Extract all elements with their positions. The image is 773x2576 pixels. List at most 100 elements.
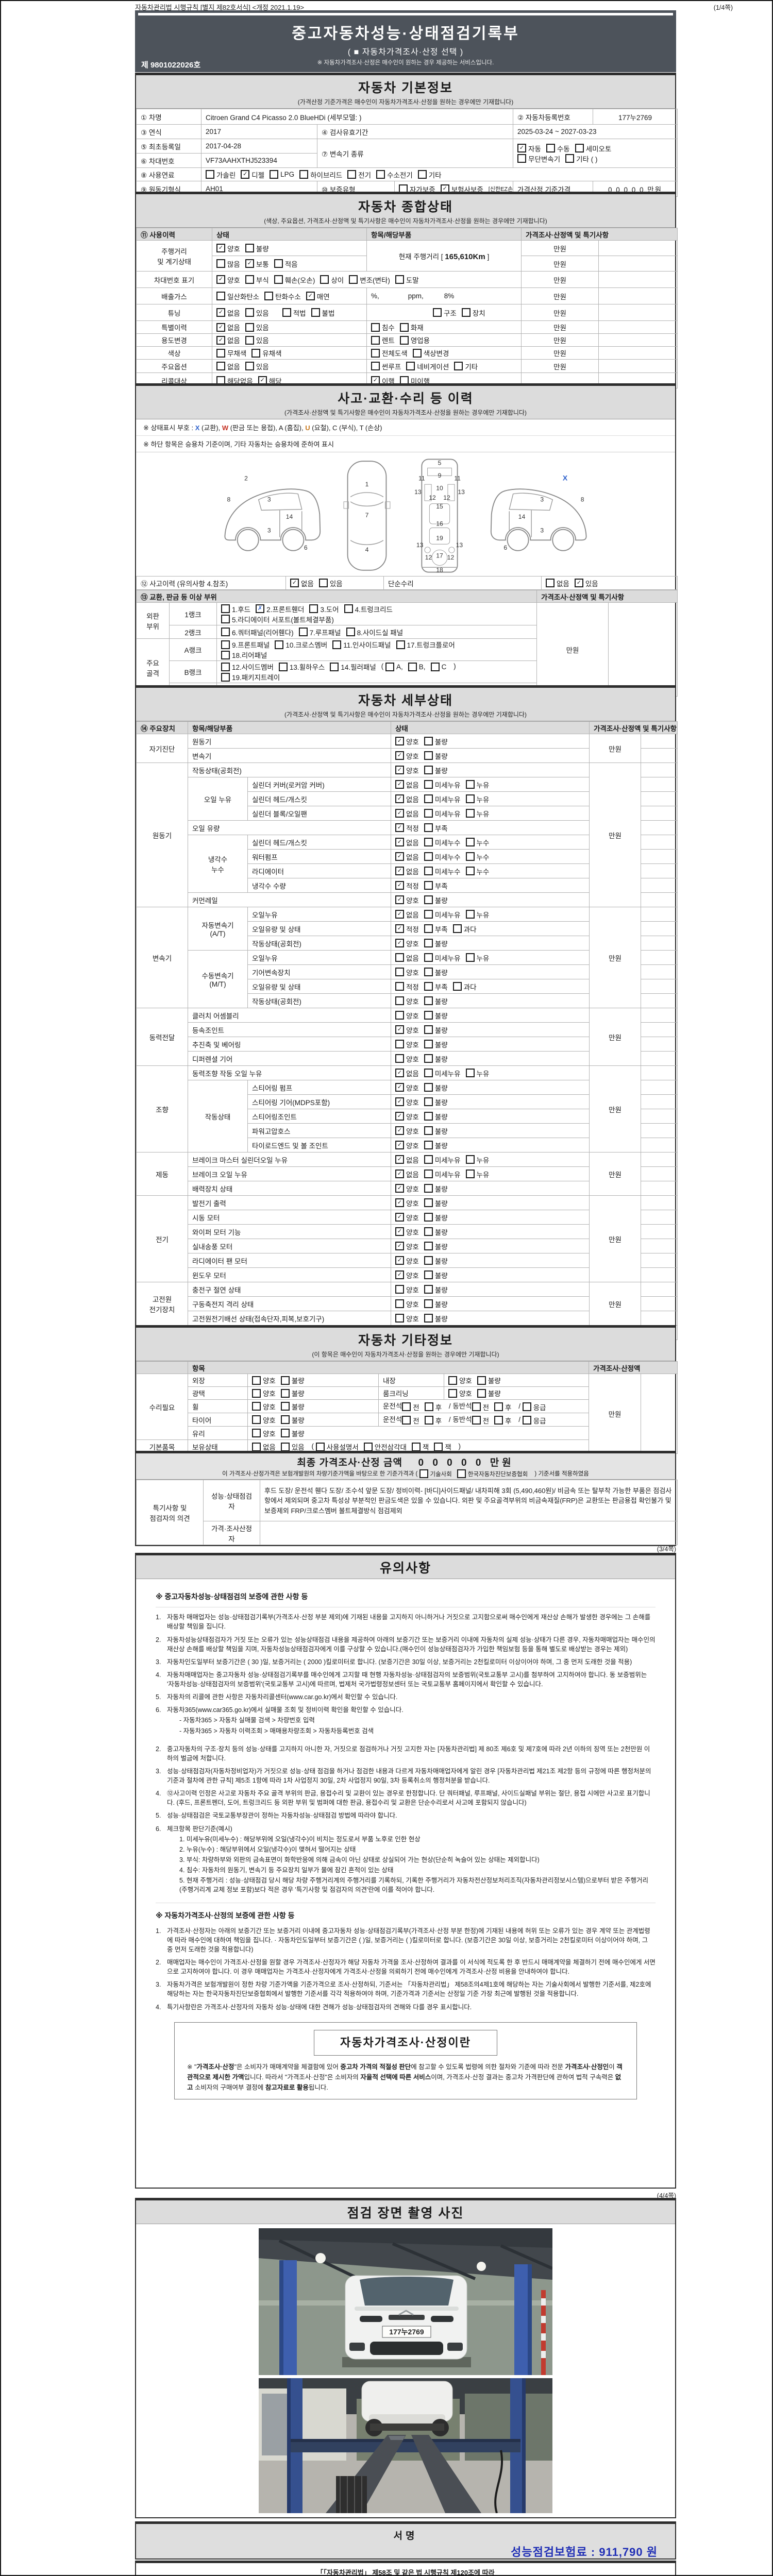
checkbox-box[interactable]: ✓ (216, 275, 225, 284)
checkbox-box[interactable] (465, 838, 475, 846)
checkbox[interactable]: ✓없음 (216, 335, 240, 345)
checkbox[interactable]: ✓없음 (395, 909, 419, 920)
checkbox[interactable]: 무단변속기 (517, 154, 560, 164)
checkbox[interactable]: 양호 (252, 1401, 276, 1412)
checkbox[interactable]: 14.필러패널 (330, 662, 376, 672)
checkbox-box[interactable]: ✓ (395, 823, 404, 832)
checkbox-box[interactable]: ✓ (517, 144, 527, 152)
checkbox[interactable]: 미세누유 (424, 794, 461, 804)
checkbox-box[interactable] (424, 939, 433, 947)
checkbox-box[interactable] (395, 996, 404, 1005)
checkbox-box[interactable] (385, 662, 395, 671)
checkbox-box[interactable] (395, 1054, 404, 1063)
checkbox-box[interactable] (280, 1442, 290, 1451)
checkbox[interactable]: 불량 (424, 1256, 448, 1266)
checkbox[interactable]: 불법 (311, 308, 334, 318)
checkbox-box[interactable]: ✓ (395, 852, 404, 861)
checkbox-box[interactable] (216, 292, 225, 300)
checkbox[interactable]: 색상변경 (412, 348, 449, 358)
checkbox[interactable]: 미세누수 (424, 837, 461, 848)
checkbox[interactable]: 17.트렁크플로어 (396, 639, 455, 650)
checkbox[interactable]: 5.라디에이터 서포트(볼트체결부품) (221, 614, 334, 624)
checkbox-box[interactable]: ✓ (245, 259, 254, 268)
checkbox-box[interactable] (298, 628, 308, 636)
checkbox-box[interactable] (245, 308, 254, 317)
checkbox[interactable]: 1.후드 (221, 604, 250, 614)
checkbox-box[interactable] (424, 1416, 433, 1425)
checkbox-box[interactable] (206, 170, 214, 179)
checkbox[interactable]: 전기 (347, 170, 371, 180)
checkbox[interactable]: 과다 (452, 924, 477, 934)
checkbox[interactable]: 응급 (522, 1402, 546, 1412)
checkbox-box[interactable] (424, 766, 433, 774)
checkbox-box[interactable] (412, 348, 422, 358)
checkbox-box[interactable] (245, 362, 254, 370)
checkbox-box[interactable] (221, 672, 230, 682)
checkbox[interactable]: 양호 (448, 1388, 472, 1398)
checkbox[interactable]: ✓없음 (395, 779, 419, 790)
checkbox-box[interactable] (575, 144, 584, 152)
checkbox[interactable]: 누유 (465, 1068, 489, 1078)
checkbox[interactable]: 기타 (417, 170, 442, 180)
checkbox-box[interactable]: ✓ (395, 867, 404, 875)
checkbox[interactable]: 불량 (424, 1097, 448, 1107)
checkbox[interactable]: 사용설명서 (315, 1442, 359, 1452)
checkbox-box[interactable] (252, 1442, 261, 1451)
checkbox-box[interactable] (424, 852, 433, 861)
checkbox[interactable]: 한국자동차진단보증협회 (457, 1469, 528, 1479)
checkbox[interactable]: 전체도색 (371, 348, 408, 358)
checkbox-box[interactable] (424, 1402, 433, 1412)
checkbox[interactable]: 미세누유 (424, 909, 461, 920)
checkbox-box[interactable]: ✓ (395, 1025, 404, 1034)
checkbox[interactable]: 누유 (465, 1169, 489, 1179)
checkbox[interactable]: ✓없음 (395, 1155, 419, 1165)
checkbox-box[interactable]: ✓ (395, 1270, 404, 1279)
checkbox[interactable]: 미세누수 (424, 852, 461, 862)
checkbox-box[interactable] (465, 1170, 475, 1178)
checkbox[interactable]: 불량 (424, 1183, 448, 1194)
checkbox[interactable]: 미세누유 (424, 1068, 461, 1078)
checkbox-box[interactable] (221, 615, 230, 623)
checkbox[interactable]: 기타 ( ) (565, 154, 597, 164)
checkbox-box[interactable]: ✓ (395, 1141, 404, 1149)
checkbox-box[interactable] (280, 1388, 290, 1398)
checkbox[interactable]: 없음 (216, 361, 240, 371)
checkbox-box[interactable] (424, 1299, 433, 1308)
checkbox-box[interactable]: ✓ (395, 895, 404, 904)
checkbox-box[interactable] (517, 154, 527, 163)
checkbox[interactable]: 불량 (424, 1054, 448, 1064)
checkbox[interactable]: 화재 (399, 322, 424, 332)
checkbox[interactable]: 불량 (424, 1025, 448, 1035)
checkbox[interactable]: 잭 (411, 1442, 429, 1452)
checkbox[interactable]: ✓ 양호 (395, 1212, 419, 1223)
checkbox-box[interactable] (424, 1155, 433, 1164)
checkbox[interactable]: ✓ 이행 (371, 376, 395, 386)
checkbox-box[interactable] (330, 662, 339, 671)
checkbox-box[interactable] (424, 1054, 433, 1063)
checkbox[interactable]: ✓없음 (395, 866, 419, 876)
checkbox[interactable]: 기타 (454, 361, 478, 371)
checkbox-box[interactable]: ✓ (395, 1112, 404, 1121)
checkbox-box[interactable] (299, 170, 309, 179)
checkbox[interactable]: ✓ 양호 (395, 1241, 419, 1251)
checkbox-box[interactable] (221, 662, 230, 671)
checkbox[interactable]: ✓ 양호 (395, 1183, 419, 1194)
checkbox[interactable]: 부족 (424, 823, 448, 833)
checkbox[interactable]: 양호 (448, 1375, 472, 1385)
checkbox-box[interactable] (424, 1112, 433, 1121)
checkbox[interactable]: 후 (494, 1402, 511, 1412)
checkbox[interactable]: 전 (402, 1415, 419, 1426)
checkbox-box[interactable] (424, 823, 433, 832)
checkbox[interactable]: 미세누유 (424, 1155, 461, 1165)
checkbox[interactable]: ✓ 양호 (395, 1111, 419, 1122)
checkbox-box[interactable]: ✓ (574, 579, 583, 587)
checkbox-box[interactable] (280, 1402, 290, 1411)
checkbox[interactable]: 불량 (280, 1388, 305, 1398)
checkbox[interactable]: 누유 (465, 779, 489, 790)
checkbox-box[interactable] (452, 982, 462, 991)
checkbox[interactable]: ✓ 적정 (395, 924, 419, 934)
checkbox[interactable]: 있음 (245, 308, 269, 318)
checkbox[interactable]: 양호 (395, 1284, 419, 1295)
checkbox-box[interactable] (399, 323, 409, 332)
checkbox-box[interactable] (472, 1416, 481, 1425)
